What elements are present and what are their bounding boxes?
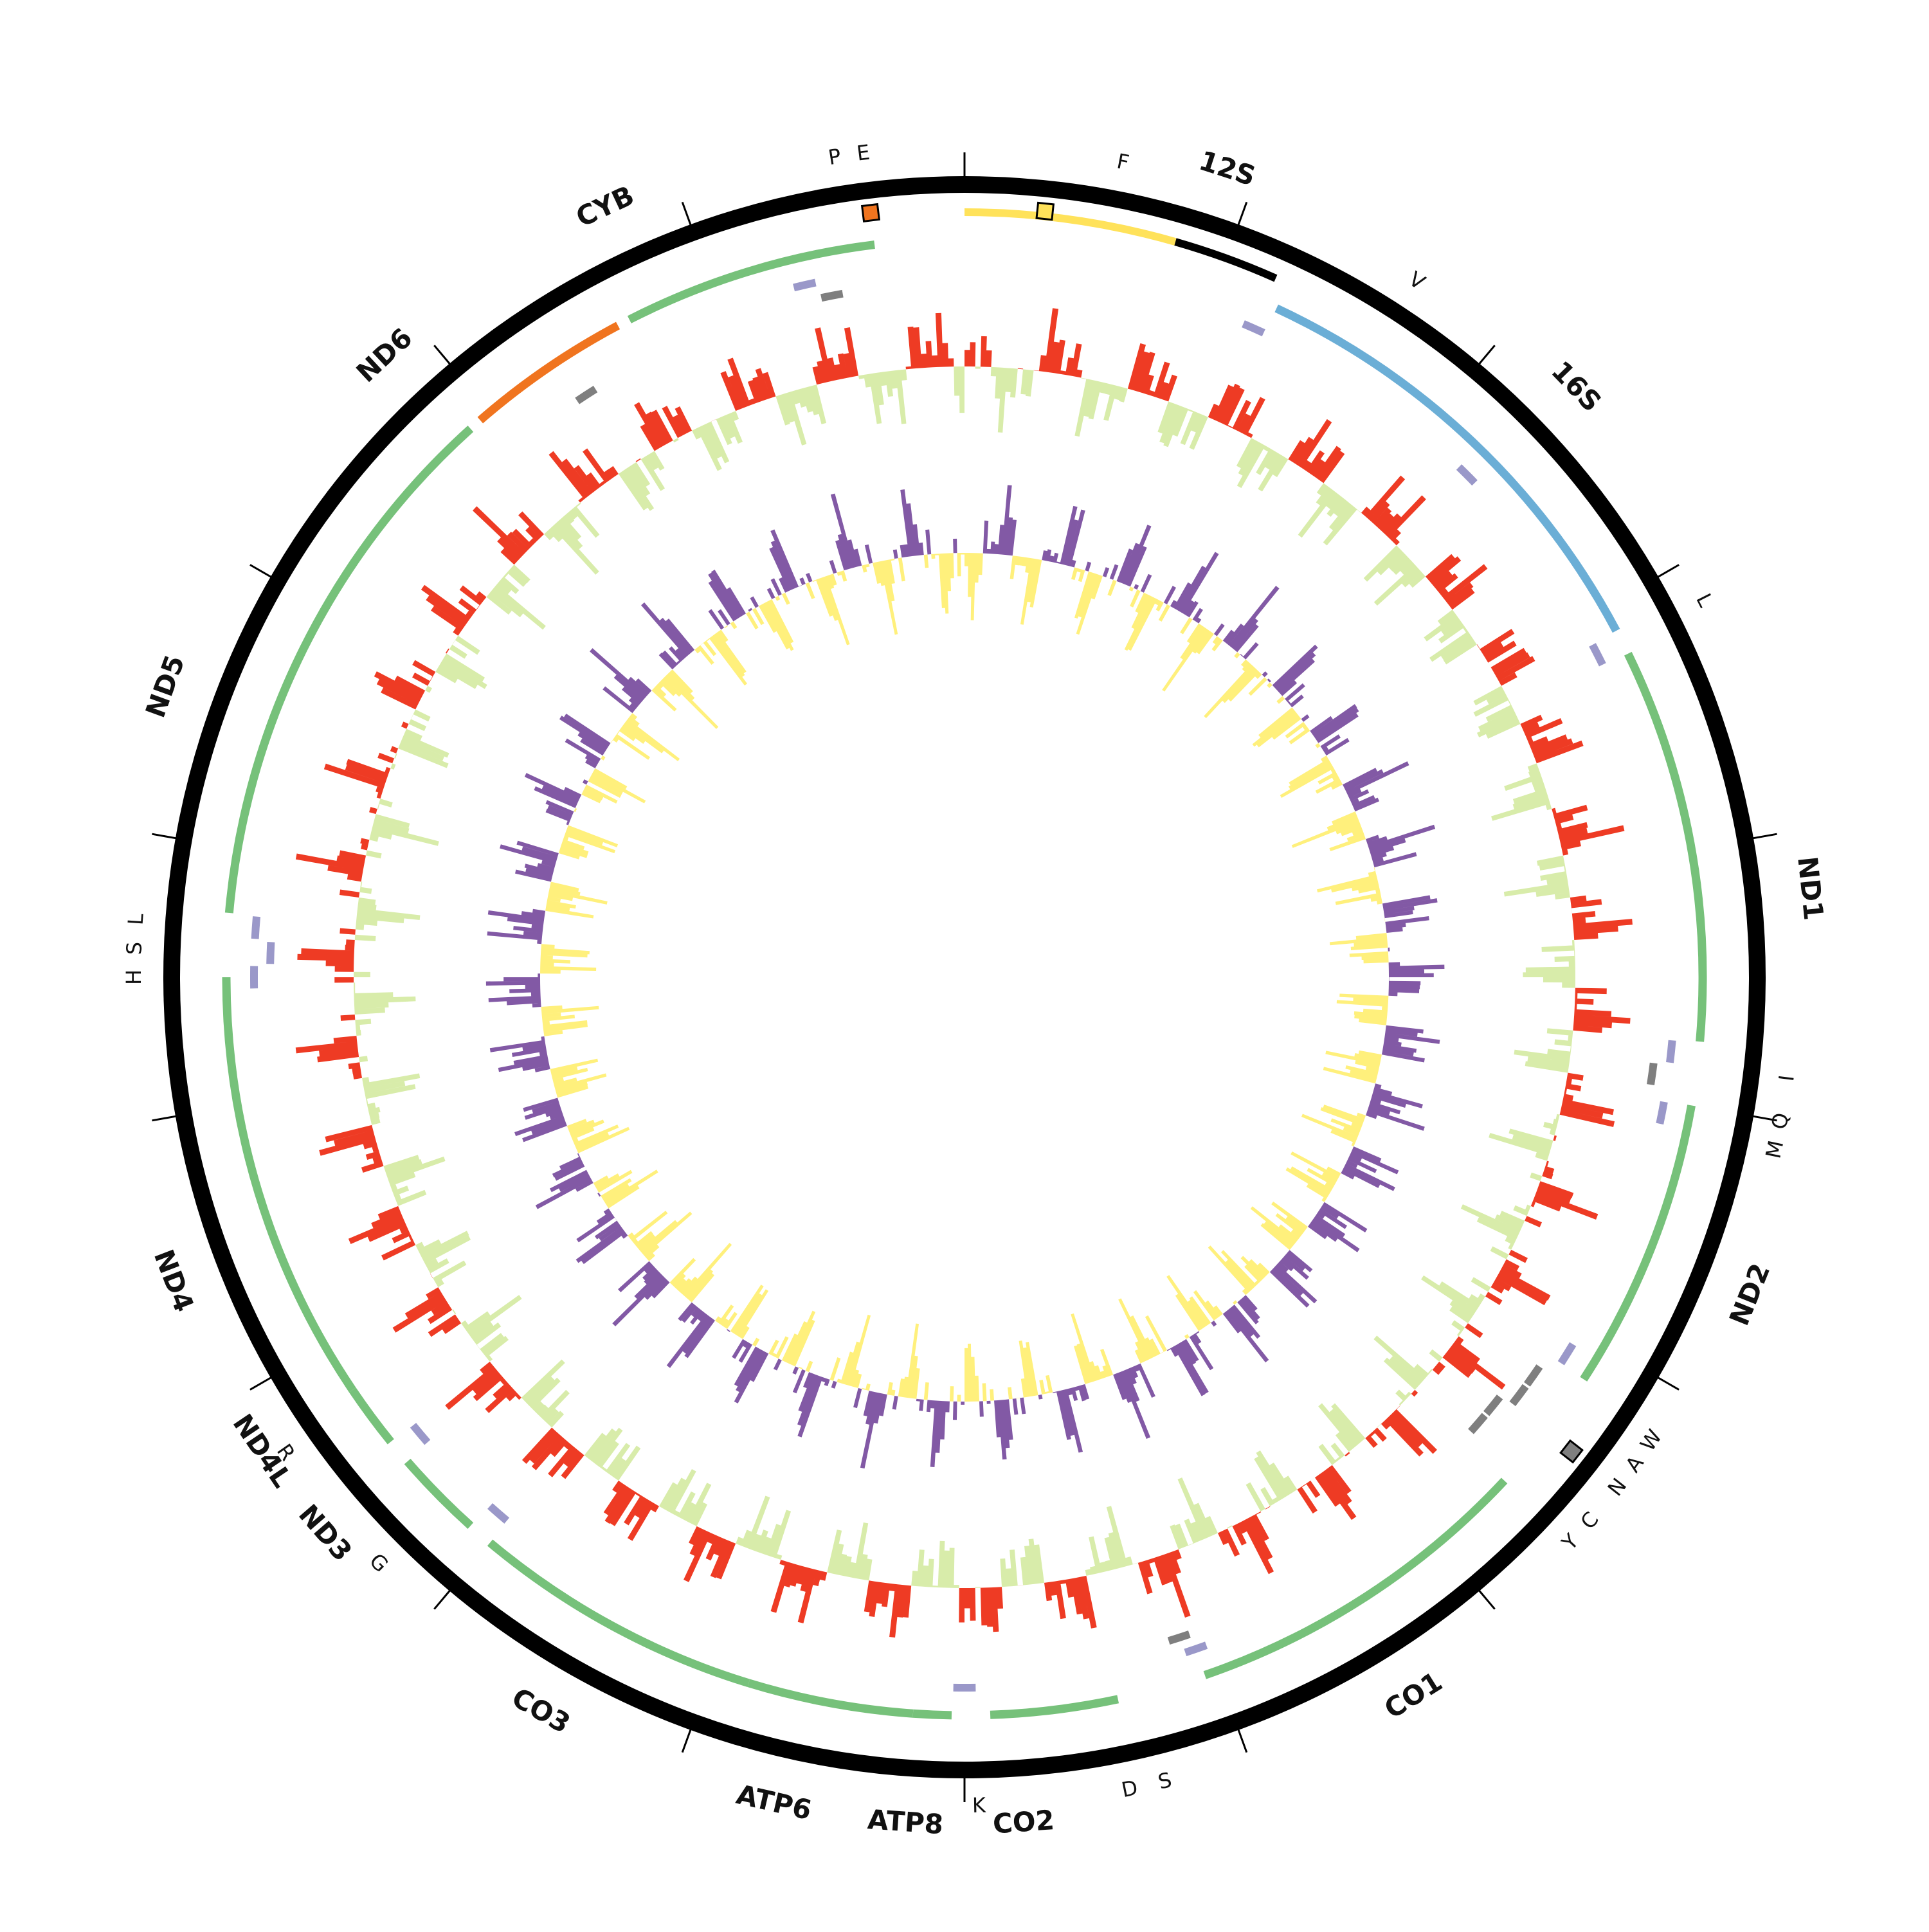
trna-label: S xyxy=(122,941,147,955)
gene-arc-co1 xyxy=(1205,1481,1505,1675)
trna-mark xyxy=(1471,1415,1485,1431)
gene-label: ND3 xyxy=(293,1499,358,1567)
scale-tick xyxy=(250,1378,271,1390)
gene-arc-nd3 xyxy=(408,1461,471,1526)
scale-tick xyxy=(682,202,691,225)
scale-tick xyxy=(434,1591,449,1609)
trna-mark xyxy=(490,1506,507,1521)
trna-mark xyxy=(1561,1344,1573,1363)
trna-label: G xyxy=(365,1549,393,1577)
trna-mark xyxy=(1169,1634,1190,1641)
trna-mark xyxy=(1244,324,1264,333)
scale-tick xyxy=(1479,345,1494,364)
trna-label: L xyxy=(123,912,149,926)
gene-label: CO3 xyxy=(507,1681,575,1739)
origin-box xyxy=(862,204,880,222)
gene-arc-control-region xyxy=(964,212,1175,242)
trna-mark xyxy=(1651,1063,1654,1085)
trna-mark xyxy=(1185,1645,1206,1652)
trna-label: A xyxy=(1620,1451,1649,1477)
scale-tick xyxy=(1658,565,1679,577)
scale-tick xyxy=(1238,1729,1247,1753)
gene-arc-nd1 xyxy=(1628,654,1703,1042)
trna-label: Q xyxy=(1767,1111,1794,1131)
trna-label: Y xyxy=(1557,1529,1584,1555)
trna-label: V xyxy=(1404,267,1429,295)
trna-label: E xyxy=(855,140,871,166)
gene-arc-co2 xyxy=(990,1699,1118,1715)
trna-label: I xyxy=(1774,1074,1799,1083)
gene-label: 16S xyxy=(1545,355,1608,418)
trna-mark xyxy=(1527,1366,1539,1384)
trna-mark xyxy=(794,283,816,288)
trna-label: C xyxy=(1575,1507,1603,1534)
gene-arc-co3 xyxy=(490,1542,748,1683)
gene-label: ND6 xyxy=(350,322,419,389)
trna-mark xyxy=(821,294,842,298)
gene-labels: 12S16SND1ND2CO1CO2ATP8ATP6CO3ND3ND4LND4N… xyxy=(122,140,1829,1841)
skew-negative xyxy=(540,553,1389,1402)
trna-label: P xyxy=(826,144,842,170)
gene-label: CO1 xyxy=(1379,1666,1447,1725)
gene-label: ND4 xyxy=(148,1245,200,1316)
gc-skew-ring xyxy=(296,308,1633,1638)
trna-label: M xyxy=(1761,1138,1788,1160)
at-skew-ring xyxy=(486,485,1445,1468)
gene-label: ND5 xyxy=(140,651,191,721)
scale-tick xyxy=(152,834,176,838)
genome-backbone-circle xyxy=(172,185,1757,1770)
trna-mark xyxy=(1593,645,1603,665)
trna-label: D xyxy=(1119,1775,1140,1802)
scale-tick xyxy=(1658,1378,1679,1390)
gene-arc-cyb xyxy=(629,245,874,320)
trna-mark xyxy=(1459,467,1475,483)
scale-tick xyxy=(250,565,271,577)
scale-tick xyxy=(152,1116,176,1121)
gene-label: ND1 xyxy=(1791,855,1829,922)
trna-mark xyxy=(1660,1102,1664,1124)
trna-label: K xyxy=(972,1793,987,1818)
gene-label: ATP6 xyxy=(734,1778,815,1826)
trna-mark xyxy=(270,942,271,964)
trna-marks xyxy=(254,283,1672,1688)
trna-label: N xyxy=(1603,1474,1632,1501)
trna-mark xyxy=(413,1425,427,1443)
skew-positive xyxy=(486,485,1445,1468)
trna-mark xyxy=(1512,1386,1525,1404)
light-strand-box xyxy=(1561,1441,1582,1463)
gene-label: ND2 xyxy=(1723,1259,1777,1330)
gene-label: CO2 xyxy=(992,1804,1055,1840)
gene-arc-atp8 xyxy=(913,1713,952,1715)
trna-label: S xyxy=(1155,1767,1174,1794)
trna-label: W xyxy=(1635,1425,1667,1456)
control-box xyxy=(1037,203,1053,219)
trna-label: H xyxy=(122,970,146,985)
skew-positive xyxy=(296,308,1633,1638)
scale-tick xyxy=(1479,1591,1494,1609)
gene-arcs xyxy=(226,212,1703,1715)
gene-arc-nd4l xyxy=(352,1390,391,1442)
gene-label: CYB xyxy=(571,179,638,233)
feature-boxes xyxy=(862,203,1582,1462)
scale-tick xyxy=(682,1729,691,1753)
trna-mark xyxy=(577,389,595,401)
scale-tick xyxy=(1753,834,1777,838)
trna-mark xyxy=(255,917,257,939)
trna-label: L xyxy=(1691,590,1718,611)
gene-label: 12S xyxy=(1195,145,1260,192)
trna-label: F xyxy=(1115,149,1131,175)
trna-mark xyxy=(1670,1040,1672,1063)
gene-label: ATP8 xyxy=(867,1803,945,1840)
trna-mark xyxy=(1487,1397,1500,1414)
gene-arc-atp6 xyxy=(748,1683,913,1713)
scale-tick xyxy=(1238,202,1247,225)
scale-tick xyxy=(434,345,449,364)
